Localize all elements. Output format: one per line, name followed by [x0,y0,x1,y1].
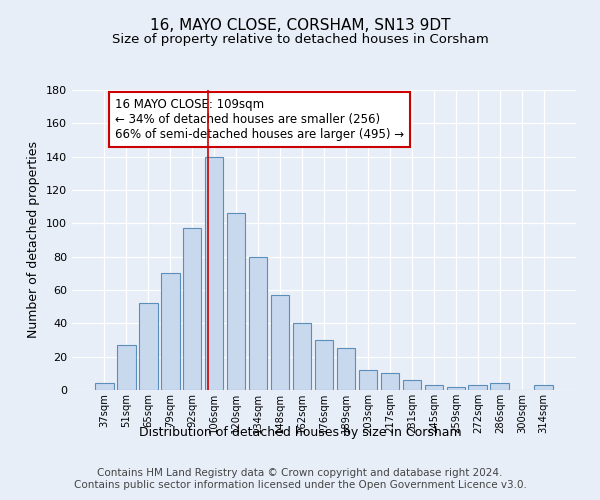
Text: 16, MAYO CLOSE, CORSHAM, SN13 9DT: 16, MAYO CLOSE, CORSHAM, SN13 9DT [150,18,450,32]
Bar [359,370,377,390]
Text: 16 MAYO CLOSE: 109sqm
← 34% of detached houses are smaller (256)
66% of semi-det: 16 MAYO CLOSE: 109sqm ← 34% of detached … [115,98,404,142]
Bar [446,386,465,390]
Bar [117,345,136,390]
Bar [227,214,245,390]
Bar [95,384,113,390]
Text: Contains HM Land Registry data © Crown copyright and database right 2024.
Contai: Contains HM Land Registry data © Crown c… [74,468,526,490]
Bar [183,228,202,390]
Y-axis label: Number of detached properties: Number of detached properties [28,142,40,338]
Bar [249,256,268,390]
Bar [271,295,289,390]
Bar [205,156,223,390]
Text: Size of property relative to detached houses in Corsham: Size of property relative to detached ho… [112,32,488,46]
Bar [293,324,311,390]
Bar [380,374,399,390]
Bar [403,380,421,390]
Bar [161,274,179,390]
Bar [337,348,355,390]
Text: Distribution of detached houses by size in Corsham: Distribution of detached houses by size … [139,426,461,439]
Bar [139,304,158,390]
Bar [425,385,443,390]
Bar [535,385,553,390]
Bar [490,384,509,390]
Bar [314,340,334,390]
Bar [469,385,487,390]
